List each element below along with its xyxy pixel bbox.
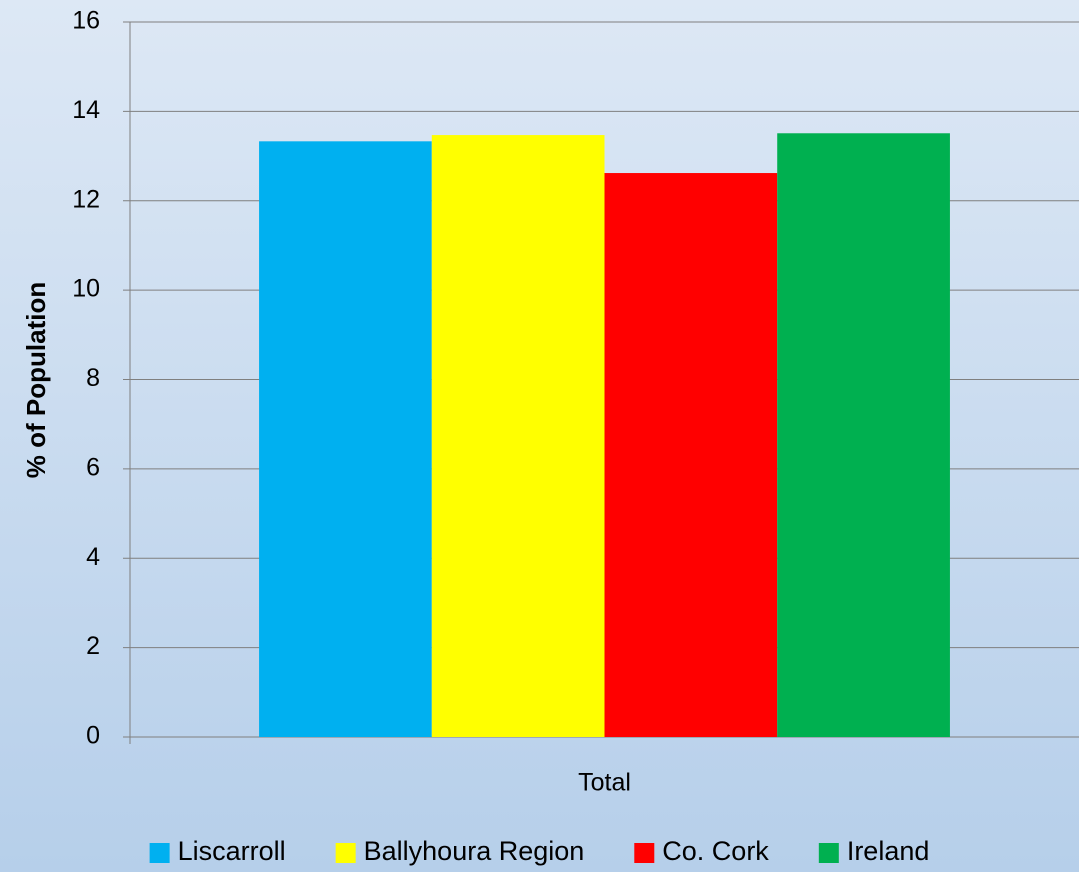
y-tick-label: 6 xyxy=(86,453,100,481)
y-axis-label: % of Population xyxy=(21,282,51,478)
y-tick-label: 0 xyxy=(86,722,100,750)
bar xyxy=(259,141,432,738)
legend-label: Ireland xyxy=(847,836,930,866)
legend-label: Ballyhoura Region xyxy=(364,836,585,866)
y-tick-label: 16 xyxy=(72,7,100,35)
legend-swatch xyxy=(818,843,839,863)
y-tick-label: 12 xyxy=(72,185,100,213)
legend-swatch xyxy=(335,843,356,863)
y-tick-label: 4 xyxy=(86,543,100,571)
bar xyxy=(604,173,778,737)
y-tick-label: 14 xyxy=(72,96,100,124)
x-tick-label: Total xyxy=(578,769,631,797)
legend-swatch xyxy=(149,843,170,863)
y-tick-label: 8 xyxy=(86,364,100,392)
bar xyxy=(431,135,605,737)
y-tick-label: 10 xyxy=(72,275,100,303)
bar xyxy=(777,133,950,738)
legend-label: Liscarroll xyxy=(178,836,286,866)
legend-label: Co. Cork xyxy=(662,836,769,866)
legend-swatch xyxy=(634,843,655,863)
y-tick-label: 2 xyxy=(86,632,100,660)
